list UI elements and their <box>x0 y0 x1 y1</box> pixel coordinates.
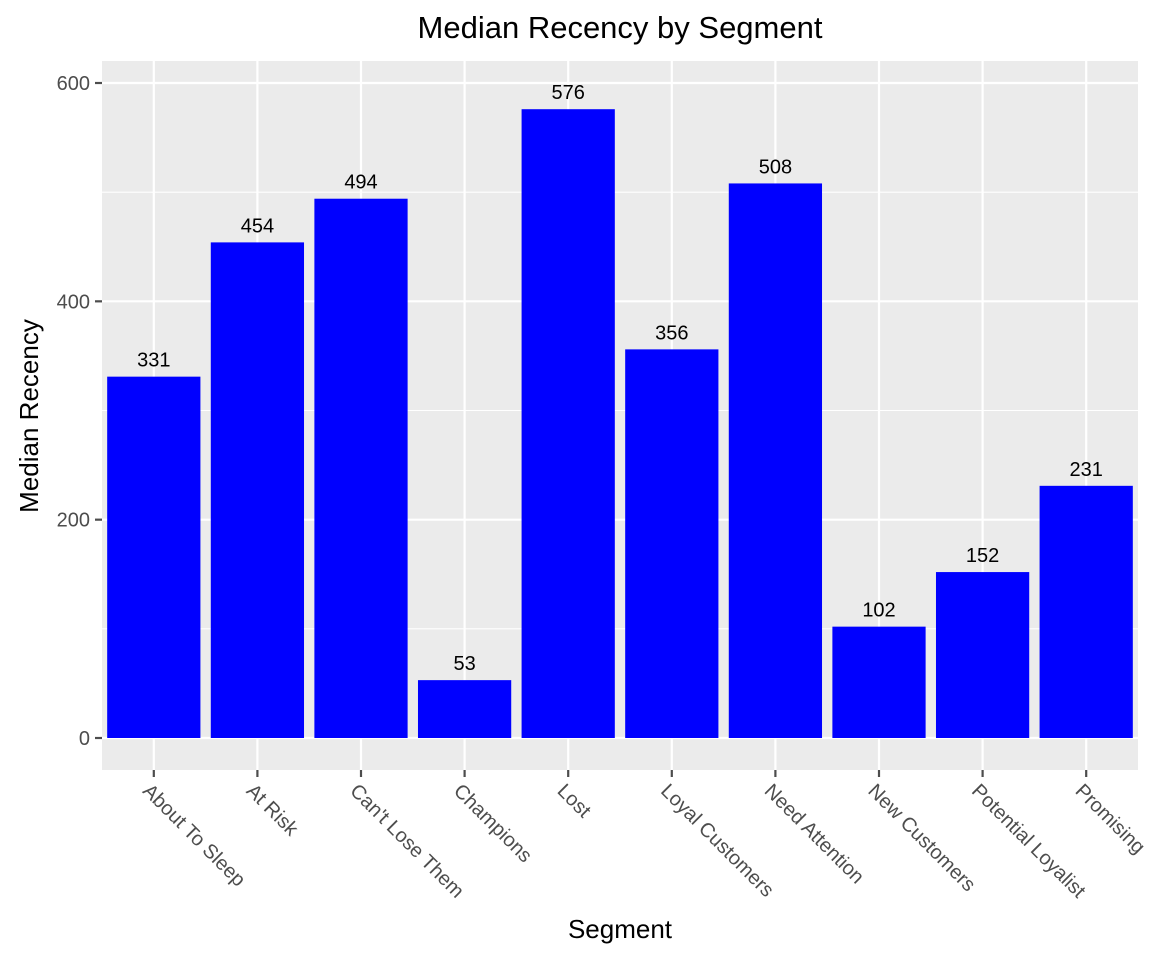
data-label: 356 <box>655 322 688 344</box>
bar <box>832 626 926 738</box>
x-tick-label: At Risk <box>242 780 303 841</box>
bar <box>417 680 512 738</box>
y-tick-label: 200 <box>57 510 90 532</box>
x-axis-title: Segment <box>568 914 673 944</box>
data-labels: 331 454 494 53 576 356 508 102 152 231 <box>137 82 1103 675</box>
y-axis: 0 200 400 600 <box>57 73 102 750</box>
bar <box>1039 485 1133 738</box>
data-label: 231 <box>1070 459 1103 481</box>
bar <box>728 183 823 738</box>
data-label: 331 <box>137 350 170 372</box>
x-tick-label: About To Sleep <box>138 780 249 891</box>
data-label: 152 <box>966 545 999 567</box>
y-axis-title: Median Recency <box>14 319 44 513</box>
bar <box>625 349 719 738</box>
bars <box>107 109 1133 738</box>
x-tick-label: Can't Lose Them <box>345 780 468 903</box>
data-label: 576 <box>552 82 585 104</box>
chart-title: Median Recency by Segment <box>418 10 823 45</box>
bar <box>210 242 305 738</box>
data-label: 102 <box>862 600 895 622</box>
bar <box>314 198 408 738</box>
data-label: 53 <box>453 653 475 675</box>
bar <box>107 376 201 738</box>
data-label: 454 <box>241 215 274 237</box>
x-tick-label: Potential Loyalist <box>967 780 1090 903</box>
y-tick-label: 600 <box>57 73 90 95</box>
bar <box>935 572 1030 738</box>
x-tick-label: Lost <box>553 780 596 823</box>
bar <box>521 109 615 738</box>
data-label: 508 <box>759 156 792 178</box>
x-tick-label: Loyal Customers <box>656 780 778 902</box>
x-tick-label: New Customers <box>863 780 979 896</box>
x-tick-label: Promising <box>1071 780 1149 858</box>
y-tick-label: 0 <box>79 728 90 750</box>
y-tick-label: 400 <box>57 291 90 313</box>
x-tick-label: Need Attention <box>760 780 868 888</box>
x-tick-label: Champions <box>449 780 536 867</box>
data-label: 494 <box>344 172 377 194</box>
